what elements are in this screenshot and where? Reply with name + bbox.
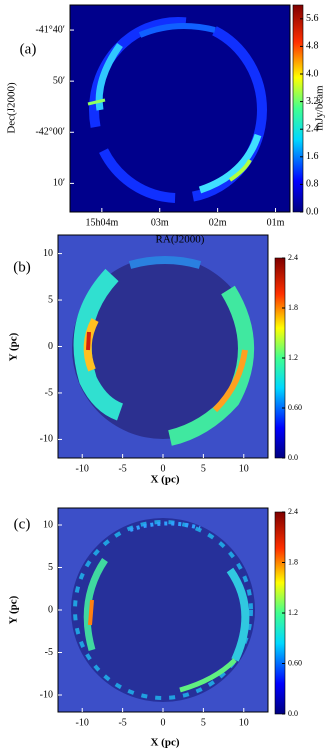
x-tick-label: 5 [201,717,206,728]
colorbar-tick-label: 4.8 [306,41,319,52]
plot-frame [69,4,291,213]
colorbar-tick-label: 5.6 [306,13,319,24]
y-tick-label: -5 [45,647,53,658]
y-axis-label: Y (pc) [8,332,20,361]
colorbar-tick-label: 1.8 [288,557,298,566]
colorbar-tick-label: 2.4 [288,253,298,262]
colorbar-tick-label: 0.0 [288,709,298,718]
colorbar-tick-label: 0.8 [306,179,319,190]
colorbar-tick-label: 1.8 [288,303,298,312]
colorbar-tick-label: 0.0 [306,206,319,217]
x-tick-label: 10 [239,463,249,474]
y-tick-label: 10 [43,519,53,530]
colorbar-tick-label: 4.0 [306,68,319,79]
x-tick-label: 01m [267,217,285,228]
colorbar-tick-label: 2.4 [288,507,298,516]
panel-label: (a) [20,41,37,57]
colorbar-tick-label: 2.4 [306,123,319,134]
y-tick-label: -42°00′ [35,127,65,138]
colorbar-tick-label: 1.2 [288,353,298,362]
x-axis-label: X (pc) [150,737,179,749]
colorbar-tick-label: 3.2 [306,96,319,107]
x-axis-label: X (pc) [150,474,179,486]
y-axis-label: Dec(J2000) [6,82,18,134]
x-tick-label: -10 [76,463,89,474]
colorbar-tick-label: 0.0 [288,453,298,462]
colorbar-tick-label: 1.2 [288,608,298,617]
colorbar-tick-label: 1.6 [306,151,319,162]
panel-label: (c) [14,516,31,532]
x-tick-label: 10 [239,717,249,728]
x-tick-label: 5 [201,463,206,474]
y-axis-label: Y (pc) [8,595,20,624]
panel-label: (b) [13,259,31,275]
image-a [70,5,290,212]
x-tick-label: 03m [151,217,169,228]
y-tick-label: -10 [40,689,53,700]
colorbar-tick-label: 0.60 [288,403,302,412]
x-tick-label: 0 [161,463,166,474]
image-c [58,508,268,712]
y-tick-label: 10′ [53,178,65,189]
y-tick-label: 50′ [53,75,65,86]
colorbar-label: mJy/beam [314,85,326,131]
y-tick-label: 5 [48,562,53,573]
x-tick-label: -5 [118,463,126,474]
colorbar-tick-label: 0.60 [288,658,302,667]
colorbar [292,4,304,213]
y-tick-label: 5 [48,294,53,305]
x-axis-label: RA(J2000) [156,234,205,246]
y-tick-label: -41°40′ [35,24,65,35]
x-tick-label: 02m [209,217,227,228]
y-tick-label: -5 [45,387,53,398]
y-tick-label: -10 [40,434,53,445]
image-b [58,235,268,458]
x-tick-label: 0 [161,717,166,728]
y-tick-label: 0 [48,604,53,615]
y-tick-label: 0 [48,341,53,352]
x-tick-label: -10 [76,717,89,728]
x-tick-label: 15h04m [85,217,118,228]
y-tick-label: 10 [43,248,53,259]
x-tick-label: -5 [118,717,126,728]
